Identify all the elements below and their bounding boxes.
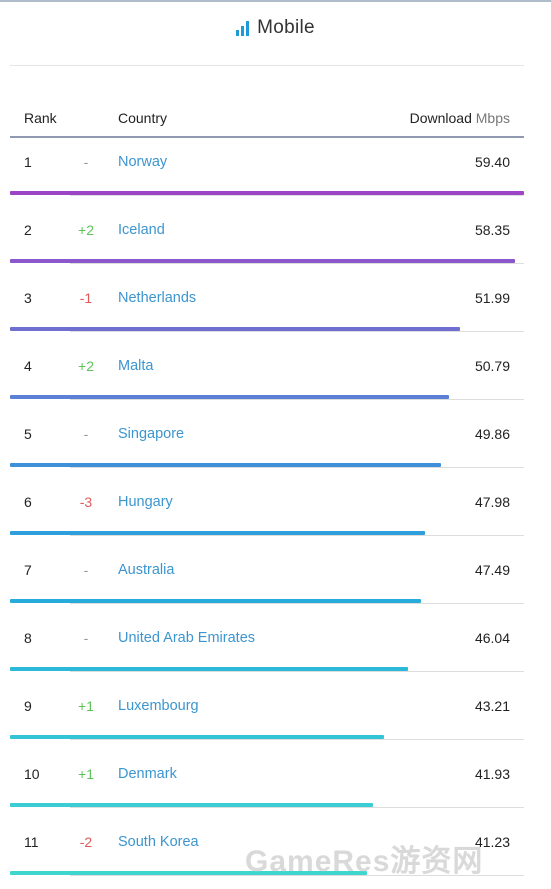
rank-change: -3: [79, 494, 93, 510]
table-row: 1 - Norway 59.40: [10, 138, 524, 206]
speed-bar: [10, 735, 384, 739]
rank-change: +2: [78, 222, 94, 238]
rank-change: +1: [78, 766, 94, 782]
speed-bar: [10, 599, 421, 603]
row-divider: [70, 399, 524, 400]
download-speed: 51.99: [474, 290, 510, 306]
speed-bar: [10, 871, 367, 875]
country-link[interactable]: Hungary: [118, 494, 173, 510]
watermark: GameRes游资网: [245, 845, 484, 878]
row-divider: [70, 263, 524, 264]
rank-cell: 5: [24, 426, 32, 442]
speed-bar: [10, 531, 425, 535]
download-speed: 47.49: [474, 562, 510, 578]
download-column-header: Download Mbps: [410, 110, 510, 126]
country-link[interactable]: South Korea: [118, 834, 199, 850]
table-row: 2 +2 Iceland 58.35: [10, 206, 524, 274]
country-link[interactable]: Netherlands: [118, 290, 197, 306]
rank-cell: 10: [24, 766, 40, 782]
top-border: [0, 0, 551, 2]
rank-change: +1: [78, 698, 94, 714]
speed-bar: [10, 803, 373, 807]
rank-cell: 8: [24, 630, 32, 646]
row-divider: [70, 807, 524, 808]
rank-change: +2: [78, 358, 94, 374]
rank-change: -: [83, 630, 89, 646]
rank-column-header: Rank: [24, 110, 57, 126]
speed-bar: [10, 327, 460, 331]
table-row: 9 +1 Luxembourg 43.21: [10, 682, 524, 750]
download-label: Download: [409, 110, 472, 126]
rank-cell: 6: [24, 494, 32, 510]
section-header: Mobile: [0, 14, 551, 42]
download-speed: 49.86: [474, 426, 510, 442]
rank-change: -2: [79, 834, 93, 850]
row-divider: [70, 331, 524, 332]
rank-cell: 9: [24, 698, 32, 714]
speed-bar: [10, 259, 515, 263]
rank-change: -: [83, 154, 89, 170]
table-row: 11 -2 South Korea 41.23: [10, 818, 524, 886]
rank-change: -: [83, 426, 89, 442]
row-divider: [70, 875, 524, 876]
table-row: 3 -1 Netherlands 51.99: [10, 274, 524, 342]
country-link[interactable]: Norway: [118, 154, 168, 170]
ranking-list: 1 - Norway 59.40 2 +2 Iceland 58.35 3 -1 Netherlan…: [10, 138, 524, 886]
row-divider: [70, 467, 524, 468]
download-speed: 50.79: [474, 358, 510, 374]
row-divider: [70, 739, 524, 740]
header-divider: [10, 65, 524, 66]
download-speed: 59.40: [474, 154, 510, 170]
download-speed: 58.35: [474, 222, 510, 238]
row-divider: [70, 603, 524, 604]
signal-bars-icon: [236, 20, 250, 36]
table-header: Rank Country Download Mbps: [10, 108, 524, 138]
table-row: 8 - United Arab Emirates 46.04: [10, 614, 524, 682]
download-speed: 46.04: [474, 630, 510, 646]
table-row: 4 +2 Malta 50.79: [10, 342, 524, 410]
rank-cell: 3: [24, 290, 32, 306]
unit-label: Mbps: [475, 110, 510, 126]
speed-bar: [10, 191, 524, 195]
rank-cell: 2: [24, 222, 32, 238]
country-link[interactable]: Malta: [118, 358, 154, 374]
download-speed: 41.93: [474, 766, 510, 782]
country-link[interactable]: Luxembourg: [118, 698, 199, 714]
row-divider: [70, 671, 524, 672]
speed-bar: [10, 667, 408, 671]
speed-bar: [10, 395, 449, 399]
country-link[interactable]: Singapore: [118, 426, 185, 442]
country-link[interactable]: United Arab Emirates: [118, 630, 256, 646]
table-row: 6 -3 Hungary 47.98: [10, 478, 524, 546]
row-divider: [70, 535, 524, 536]
rank-change: -1: [79, 290, 93, 306]
table-row: 5 - Singapore 49.86: [10, 410, 524, 478]
country-link[interactable]: Denmark: [118, 766, 177, 782]
table-row: 10 +1 Denmark 41.93: [10, 750, 524, 818]
country-column-header: Country: [118, 110, 168, 126]
table-row: 7 - Australia 47.49: [10, 546, 524, 614]
download-speed: 41.23: [474, 834, 510, 850]
rank-change: -: [83, 562, 89, 578]
download-speed: 47.98: [474, 494, 510, 510]
rank-cell: 11: [24, 834, 39, 850]
section-title: Mobile: [257, 17, 315, 38]
country-link[interactable]: Australia: [118, 562, 175, 578]
speed-bar: [10, 463, 441, 467]
rank-cell: 4: [24, 358, 32, 374]
country-link[interactable]: Iceland: [118, 222, 165, 238]
rank-cell: 1: [24, 154, 32, 170]
row-divider: [70, 195, 524, 196]
download-speed: 43.21: [474, 698, 510, 714]
rank-cell: 7: [24, 562, 32, 578]
